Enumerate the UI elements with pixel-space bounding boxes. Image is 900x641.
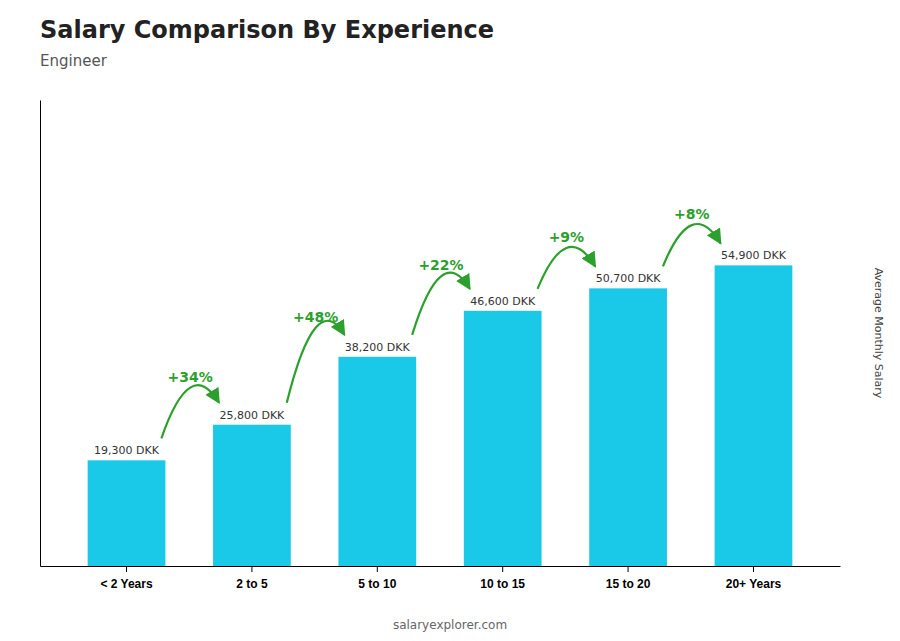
data-label: 50,700 DKK — [596, 272, 662, 285]
bars — [88, 265, 793, 566]
x-tick-label: 5 to 10 — [358, 577, 396, 591]
footer: salaryexplorer.com — [393, 618, 507, 632]
x-tick: 10 to 15 — [480, 566, 525, 591]
bar — [464, 311, 542, 566]
x-tick: 20+ Years — [726, 566, 782, 591]
annotation: +48% — [293, 309, 338, 325]
subtitle: Engineer — [40, 52, 108, 70]
x-tick-mark — [377, 566, 378, 572]
bar — [715, 265, 793, 566]
change-arrow — [287, 321, 345, 403]
change-arrow — [663, 224, 721, 266]
y-axis — [40, 101, 41, 567]
chart: Salary Comparison By Experience Engineer <… — [0, 0, 900, 641]
data-label: 38,200 DKK — [345, 341, 411, 354]
x-tick-mark — [251, 566, 252, 572]
x-tick-mark — [126, 566, 127, 572]
bar — [338, 357, 416, 566]
x-tick-label: 15 to 20 — [606, 577, 651, 591]
change-arrow — [161, 385, 219, 438]
annotation: +22% — [418, 257, 463, 273]
x-tick-label: 10 to 15 — [480, 577, 525, 591]
x-axis-line — [41, 566, 841, 567]
data-label: 25,800 DKK — [219, 409, 285, 422]
y-axis-line — [40, 101, 41, 567]
x-tick: < 2 Years — [100, 566, 152, 591]
change-arrow — [538, 247, 596, 289]
data-label: 54,900 DKK — [721, 249, 787, 262]
x-tick: 15 to 20 — [606, 566, 651, 591]
x-tick-label: < 2 Years — [100, 577, 152, 591]
bar — [213, 425, 291, 566]
x-tick-mark — [628, 566, 629, 572]
y-axis-label: Average Monthly Salary — [872, 268, 885, 399]
annotation: +34% — [168, 369, 213, 385]
annotation: +8% — [674, 206, 710, 222]
x-tick: 5 to 10 — [358, 566, 396, 591]
x-axis: < 2 Years 2 to 5 5 to 10 10 to 15 15 to 20 20… — [41, 566, 841, 591]
data-label: 19,300 DKK — [94, 444, 160, 457]
annotations: +34% +48% +22% +9% +8% — [161, 206, 720, 438]
bar — [589, 288, 667, 566]
bar — [88, 460, 166, 566]
x-tick-label: 20+ Years — [726, 577, 782, 591]
x-tick: 2 to 5 — [236, 566, 268, 591]
plot: < 2 Years 2 to 5 5 to 10 10 to 15 15 to 20 20… — [41, 101, 841, 592]
annotation: +9% — [549, 229, 585, 245]
data-label: 46,600 DKK — [470, 295, 536, 308]
change-arrow — [412, 273, 470, 335]
x-tick-label: 2 to 5 — [236, 577, 268, 591]
x-tick-mark — [753, 566, 754, 572]
x-tick-mark — [502, 566, 503, 572]
title: Salary Comparison By Experience — [40, 16, 494, 44]
